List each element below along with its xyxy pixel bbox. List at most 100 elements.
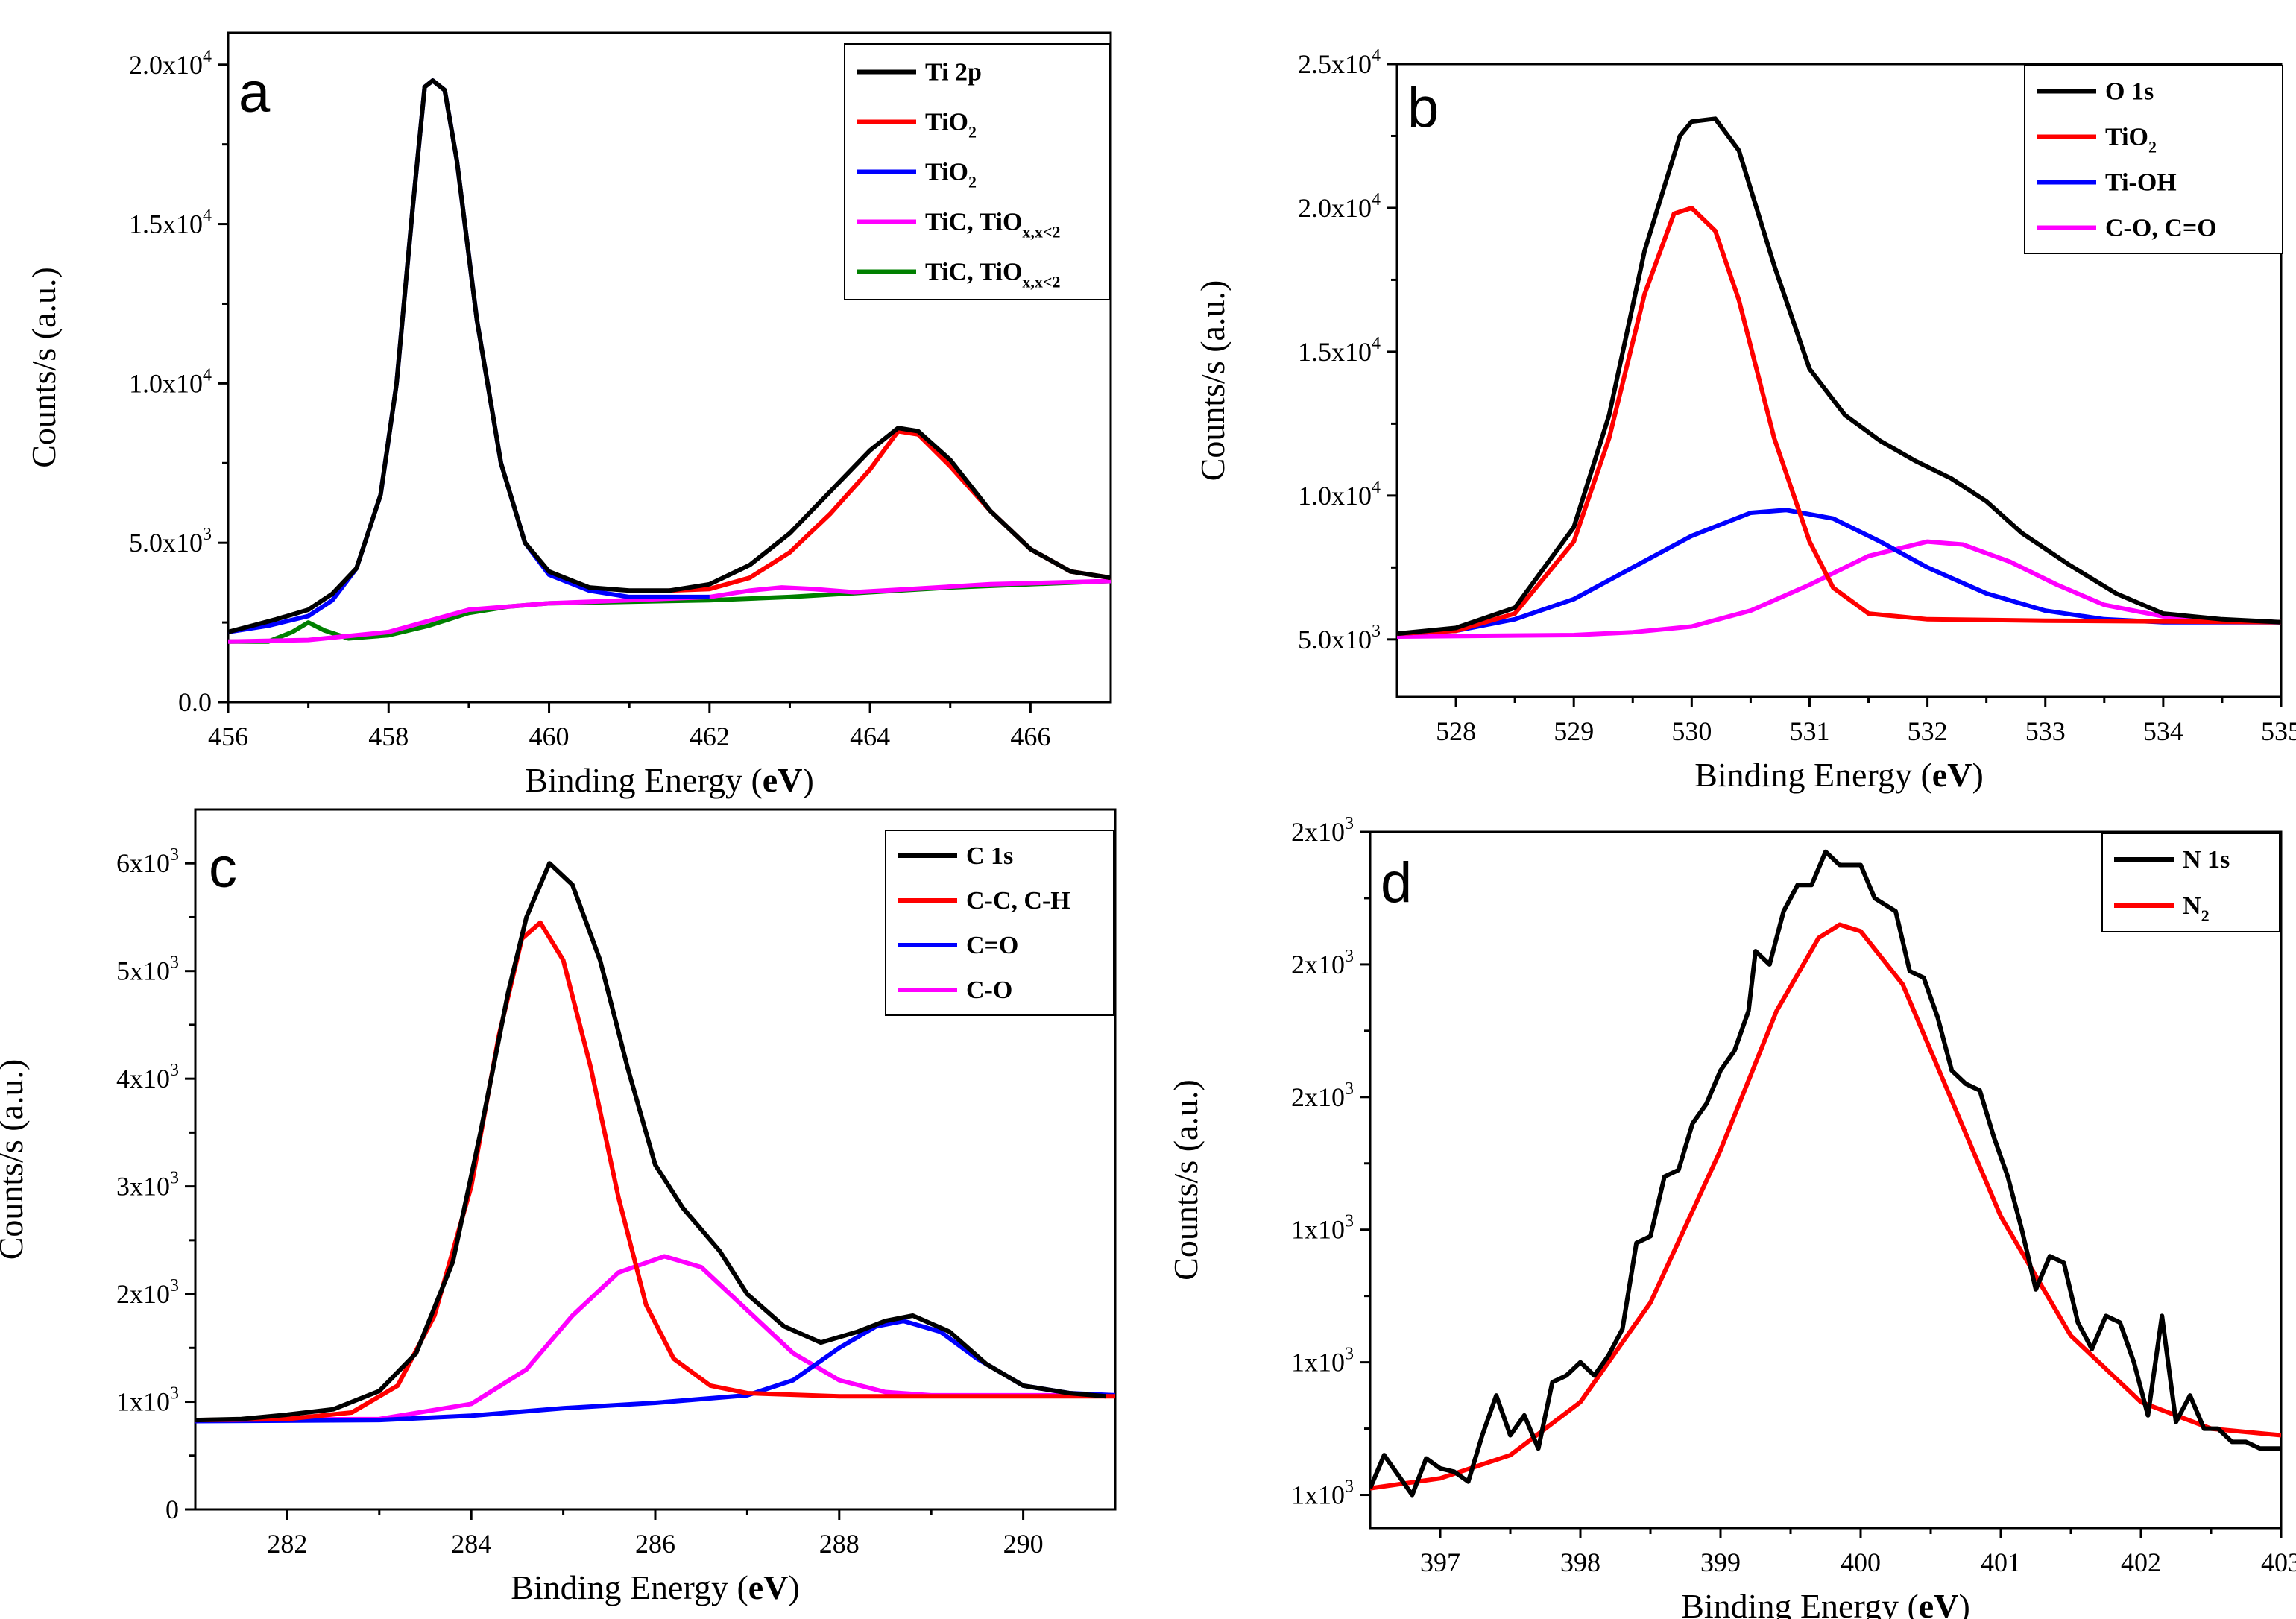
x-tick-label: 286 [635,1529,675,1559]
legend-label: N 1s [2183,846,2230,874]
y-tick-label: 1x103 [1291,1345,1354,1377]
y-tick-label: 1.0x104 [1298,478,1381,511]
plot-frame [1369,830,2283,1530]
x-axis-label: Binding Energy (eV) [525,761,814,799]
y-tick-label: 2x103 [1291,1079,1354,1112]
y-tick-label: 1.5x104 [1298,334,1381,367]
x-tick-label: 401 [1981,1547,2021,1577]
series-tio2-line [1397,206,2281,637]
y-axis-label: Counts/s (a.u.) [1193,280,1231,482]
x-tick-label: 402 [2121,1547,2161,1577]
y-tick-label: 1x103 [116,1384,179,1417]
series-ti-oh-line [1397,508,2281,637]
legend-box [2024,65,2283,254]
y-tick-label: 5.0x103 [129,525,212,558]
legend-box [2101,833,2280,932]
x-tick-label: 534 [2143,716,2183,746]
y-tick-label: 1x103 [1291,1212,1354,1245]
x-tick-label: 397 [1420,1547,1460,1577]
x-tick-label: 458 [368,722,409,751]
legend-label: TiO2 [925,159,977,192]
panel-d: 397 398 399 400 401 402 403 1x103 1x103 1x103 2x10… [1167,814,2296,1619]
series-tio2-line [669,429,1111,593]
legend: C 1s C-C, C-H C=O C-O [885,830,1114,1016]
series-c-1s-line [195,861,1106,1423]
legend: Ti 2p TiO2 TiO2 TiC, TiOx,x<2 TiC, TiOx,x<2 [844,43,1111,300]
series-c-o-line [195,1254,1115,1423]
panel-a: 456 458 460 462 464 466 0.0 5.0x103 1.0x104 1.5x1… [25,31,1112,799]
x-tick-label: 290 [1003,1529,1044,1559]
x-tick-label: 284 [451,1529,491,1559]
y-tick-label: 2.0x104 [129,47,212,80]
x-tick-label: 462 [690,722,730,751]
x-tick-label: 533 [2025,716,2066,746]
x-tick-label: 288 [819,1529,860,1559]
series-tic-tiox-x-2-line [228,578,1111,644]
y-tick-label: 1x103 [1291,1477,1354,1510]
x-tick-label: 399 [1700,1547,1741,1577]
legend-box [885,830,1114,1016]
x-axis-label: Binding Energy (eV) [1681,1587,1970,1619]
panel-letter: c [209,836,237,900]
x-axis-label: Binding Energy (eV) [1694,756,1984,794]
x-tick-label: 529 [1554,716,1594,746]
y-tick-label: 3x103 [116,1169,179,1202]
y-axis-label: Counts/s (a.u.) [25,267,63,468]
y-axis-label: Counts/s (a.u.) [1167,1079,1205,1281]
x-axis-label: Binding Energy (eV) [511,1568,800,1606]
x-tick-label: 532 [1908,716,1948,746]
legend-label: N2 [2183,892,2210,925]
x-tick-label: 528 [1436,716,1476,746]
series-c-o-c-o-line [1397,539,2281,639]
legend-label: TiO2 [2105,124,2157,157]
plot-frame [1395,63,2283,698]
legend-label: O 1s [2105,78,2154,106]
panel-b: 528 529 530 531 532 533 534 535 5.0x103 1.0x104 1.… [1193,46,2296,794]
legend-label: C-C, C-H [966,887,1070,915]
legend-label: C=O [966,932,1018,959]
series-ti-2p-line [228,78,1111,634]
series-c-c-c-h-line [195,920,1115,1423]
legend: O 1s TiO2 Ti-OH C-O, C=O [2024,65,2283,254]
x-tick-label: 403 [2261,1547,2296,1577]
series-n-1s-line [1370,849,2281,1498]
plot-frame [227,31,1112,704]
x-tick-label: 530 [1671,716,1712,746]
legend-label: TiO2 [925,109,977,142]
y-tick-label: 2x103 [1291,947,1354,979]
panel-letter: a [239,61,271,124]
x-tick-label: 456 [208,722,248,751]
x-tick-label: 531 [1789,716,1829,746]
y-tick-label: 5.0x103 [1298,622,1381,654]
x-tick-label: 460 [529,722,570,751]
series-c-o-line [195,1319,1115,1424]
y-tick-label: 0 [165,1495,179,1524]
series-n2-line [1370,922,2281,1491]
y-tick-label: 0.0 [178,687,212,717]
y-axis-label: Counts/s (a.u.) [0,1059,30,1260]
legend-label: Ti-OH [2105,169,2177,197]
legend: N 1s N2 [2101,833,2280,932]
y-tick-label: 2.0x104 [1298,190,1381,223]
panel-c: 282 284 286 288 290 0 1x103 2x103 3x103 4x103 5x10… [0,808,1117,1606]
y-tick-label: 4x103 [116,1061,179,1093]
x-tick-label: 400 [1841,1547,1881,1577]
series-o-1s-line [1397,116,2281,637]
y-tick-label: 5x103 [116,953,179,986]
panel-letter: b [1407,76,1439,139]
x-tick-label: 464 [850,722,890,751]
y-tick-label: 1.0x104 [129,365,212,398]
legend-label: TiC, TiOx,x<2 [925,209,1060,242]
x-tick-label: 466 [1010,722,1050,751]
panel-letter: d [1381,851,1412,915]
legend-label: TiC, TiOx,x<2 [925,259,1060,291]
y-tick-label: 2.5x104 [1298,46,1381,79]
x-tick-label: 398 [1560,1547,1600,1577]
legend-label: C-O, C=O [2105,215,2217,242]
y-tick-label: 2x103 [1291,814,1354,847]
x-tick-label: 535 [2261,716,2296,746]
y-tick-label: 2x103 [116,1276,179,1309]
series-tio2-line [228,78,710,634]
legend-label: Ti 2p [925,59,982,86]
